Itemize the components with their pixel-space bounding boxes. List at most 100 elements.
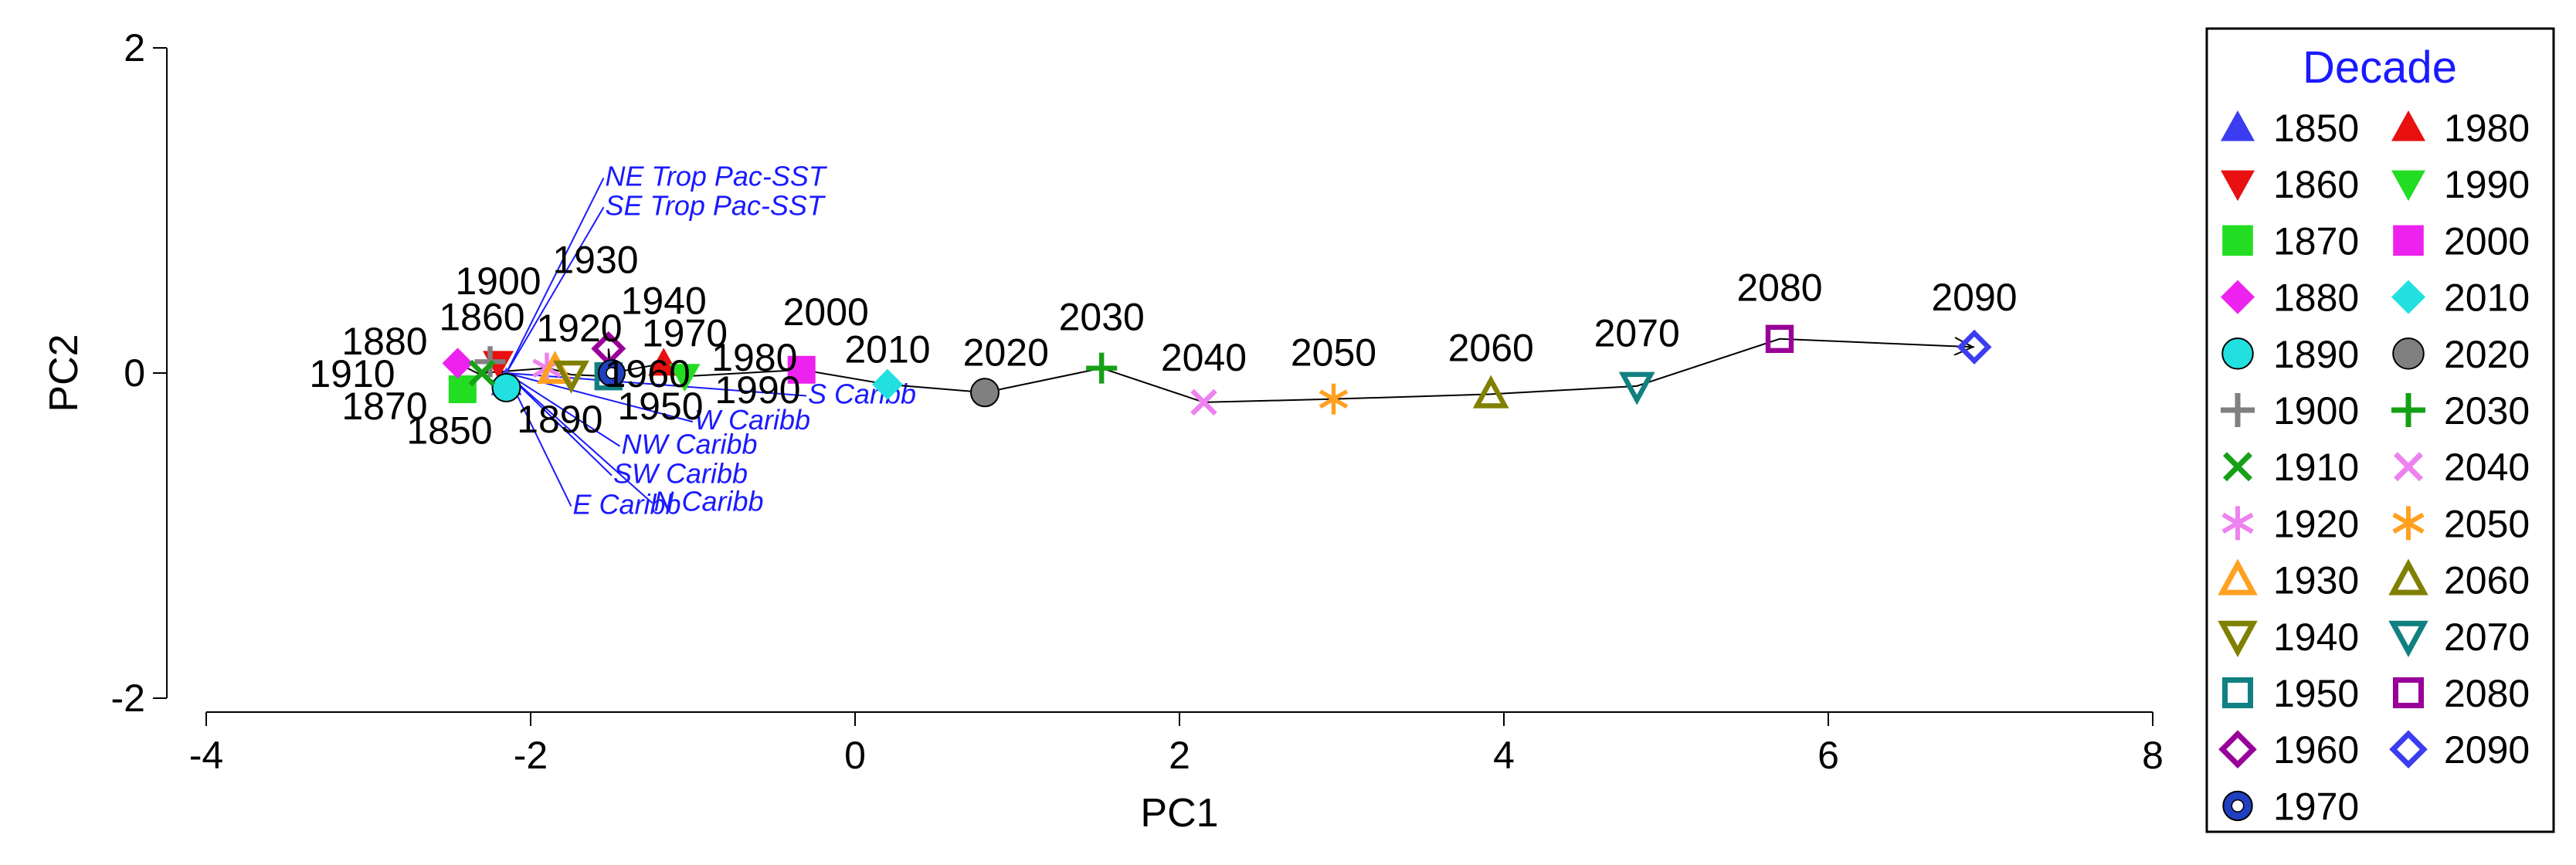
point-1990 <box>669 364 701 392</box>
point-label: 1950 <box>617 385 703 428</box>
point-label: 1980 <box>711 336 797 379</box>
legend-marker-2020 <box>2392 338 2425 370</box>
legend-marker-1850 <box>2221 110 2255 141</box>
point-2030 <box>1086 352 1118 384</box>
legend-label: 2060 <box>2444 559 2530 602</box>
point-2090 <box>1957 329 1992 365</box>
legend-label: 1950 <box>2273 672 2359 715</box>
point-label: 1910 <box>309 352 395 395</box>
legend-label: 1910 <box>2273 446 2359 489</box>
point-label: 2090 <box>1931 276 2017 319</box>
point-label: 2020 <box>963 331 1049 375</box>
legend-marker-1900 <box>2221 393 2255 427</box>
x-axis-label: PC1 <box>1140 791 1218 836</box>
point-label: 2060 <box>1448 326 1534 369</box>
legend-marker-1910 <box>2223 452 2252 482</box>
point-label: 1850 <box>406 409 492 453</box>
loading-vector <box>505 372 621 447</box>
legend-label: 2080 <box>2444 672 2530 715</box>
legend-marker-1940 <box>2218 620 2258 657</box>
vector-label: E Caribb <box>573 489 681 521</box>
point-label: 1990 <box>714 368 800 412</box>
legend-marker-2060 <box>2388 558 2428 595</box>
legend-marker-2010 <box>2391 280 2425 314</box>
loading-vector <box>505 177 605 374</box>
point-label: 1920 <box>536 307 622 350</box>
legend-label: 1860 <box>2273 163 2359 206</box>
legend-label: 1940 <box>2273 616 2359 659</box>
point-label: 1900 <box>455 260 541 303</box>
point-label: 1930 <box>552 239 638 282</box>
loading-vector <box>505 372 613 477</box>
x-tick-label: -2 <box>514 734 548 777</box>
x-tick-label: 6 <box>1817 734 1839 777</box>
legend-marker-1890 <box>2221 338 2254 370</box>
vector-label: W Caribb <box>694 404 810 436</box>
legend: Decade 1850 1860 1870 1880 1890 1900 1910 1920 19… <box>2205 27 2555 833</box>
legend-marker-2090 <box>2389 730 2428 768</box>
legend-label: 2050 <box>2444 502 2530 545</box>
legend-label: 2070 <box>2444 616 2530 659</box>
x-tick-label: 0 <box>844 734 866 777</box>
legend-label: 1850 <box>2273 107 2359 150</box>
legend-title: Decade <box>2303 42 2457 93</box>
legend-label: 2030 <box>2444 389 2530 432</box>
point-2070 <box>1618 371 1655 405</box>
point-label: 1870 <box>341 385 427 428</box>
legend-label: 1880 <box>2273 276 2359 320</box>
legend-marker-1930 <box>2218 558 2258 595</box>
point-1970 <box>598 359 626 387</box>
vector-label: NE Trop Pac-SST <box>606 160 828 192</box>
point-2050 <box>1319 383 1349 415</box>
loading-vector <box>506 372 807 397</box>
point-1890 <box>491 372 521 402</box>
legend-label: 1960 <box>2273 728 2359 772</box>
vector-label: N Caribb <box>654 485 764 517</box>
x-tick-label: 2 <box>1169 734 1190 777</box>
legend-label: 1920 <box>2273 502 2359 545</box>
vector-label: SE Trop Pac-SST <box>606 189 826 221</box>
x-tick-label: 4 <box>1493 734 1515 777</box>
y-tick-label: 2 <box>124 26 145 70</box>
point-label: 2040 <box>1161 336 1247 379</box>
loading-vector <box>506 372 694 423</box>
point-label: 2010 <box>844 327 930 371</box>
point-label: 2030 <box>1059 295 1145 338</box>
legend-marker-1920 <box>2221 506 2254 541</box>
loading-vector <box>505 372 653 504</box>
point-label: 1960 <box>605 352 691 395</box>
point-2020 <box>970 378 1000 408</box>
legend-marker-2040 <box>2394 452 2423 482</box>
x-tick-label: 8 <box>2142 734 2164 777</box>
vector-label: NW Caribb <box>622 429 758 460</box>
point-1940 <box>553 360 589 394</box>
legend-marker-2080 <box>2392 677 2425 709</box>
legend-marker-1880 <box>2221 280 2255 314</box>
legend-marker-1970 <box>2222 790 2253 822</box>
legend-label: 2010 <box>2444 276 2530 320</box>
point-2040 <box>1190 388 1217 416</box>
legend-label: 1970 <box>2273 785 2359 828</box>
point-2010 <box>872 368 903 400</box>
data-points <box>442 324 1992 416</box>
point-2080 <box>1765 324 1794 353</box>
point-label: 1880 <box>341 320 427 363</box>
point-label: 2000 <box>783 290 869 334</box>
point-1880 <box>442 348 473 379</box>
legend-marker-1980 <box>2391 110 2425 141</box>
point-1980 <box>648 348 680 376</box>
x-tick-label: -4 <box>189 734 223 777</box>
legend-label: 2040 <box>2444 446 2530 489</box>
legend-label: 2000 <box>2444 219 2530 263</box>
point-label: 2070 <box>1594 311 1680 354</box>
y-axis-label: PC2 <box>42 334 87 412</box>
legend-marker-1990 <box>2391 170 2425 202</box>
legend-marker-2030 <box>2391 393 2425 427</box>
point-label: 2050 <box>1291 331 1376 375</box>
axes: -4 -2 0 2 4 6 8 -2 0 2 PC1 PC2 <box>42 26 2164 836</box>
legend-marker-1870 <box>2222 225 2253 256</box>
point-label: 1940 <box>621 279 707 322</box>
legend-label: 2090 <box>2444 728 2530 772</box>
